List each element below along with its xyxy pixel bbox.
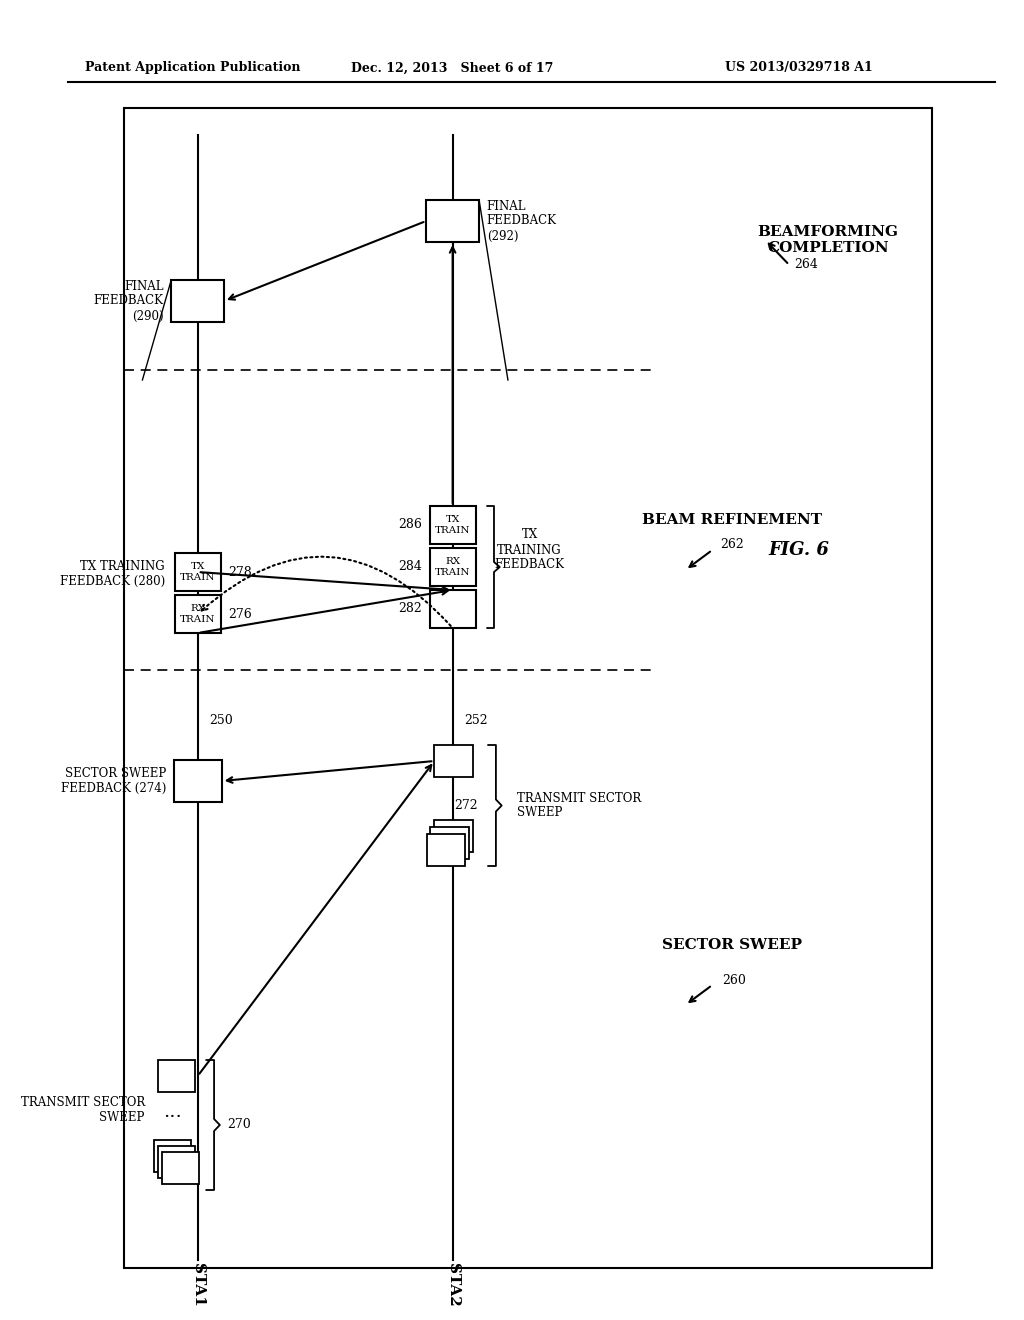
Bar [426,201,479,242]
Bar [175,595,221,634]
Text: 250: 250 [209,714,233,726]
Text: Patent Application Publication: Patent Application Publication [85,62,301,74]
Bar [174,760,222,803]
Bar [429,548,476,586]
Text: FINAL
FEEDBACK
(290): FINAL FEEDBACK (290) [93,280,164,322]
Text: STA1: STA1 [190,1263,205,1307]
Bar [159,1060,195,1092]
Text: 264: 264 [794,259,818,272]
Text: BEAMFORMING
COMPLETION: BEAMFORMING COMPLETION [758,224,898,255]
Text: FIG. 6: FIG. 6 [768,541,829,558]
Text: STA2: STA2 [445,1263,460,1307]
Text: TX TRAINING
FEEDBACK (280): TX TRAINING FEEDBACK (280) [59,560,165,587]
Text: 282: 282 [398,602,422,615]
Bar [162,1152,199,1184]
Bar [124,108,932,1269]
Text: SECTOR SWEEP
FEEDBACK (274): SECTOR SWEEP FEEDBACK (274) [60,767,166,795]
Text: TX
TRAIN: TX TRAIN [435,515,470,535]
Text: 260: 260 [722,974,745,986]
Text: SECTOR SWEEP: SECTOR SWEEP [662,939,802,952]
Bar [171,280,224,322]
Text: TX
TRAINING
FEEDBACK: TX TRAINING FEEDBACK [495,528,564,572]
Text: 278: 278 [228,565,252,578]
Text: RX
TRAIN: RX TRAIN [180,605,215,624]
Bar [159,1146,195,1177]
Bar [434,744,473,777]
Bar [429,590,476,628]
Bar [155,1140,191,1172]
Text: FINAL
FEEDBACK
(292): FINAL FEEDBACK (292) [486,199,557,243]
Bar [429,506,476,544]
Text: 284: 284 [398,561,422,573]
Text: TRANSMIT SECTOR
SWEEP: TRANSMIT SECTOR SWEEP [20,1096,144,1125]
Text: ...: ... [164,1104,182,1121]
Text: 272: 272 [455,799,478,812]
Text: Dec. 12, 2013   Sheet 6 of 17: Dec. 12, 2013 Sheet 6 of 17 [351,62,554,74]
Bar [434,820,473,851]
Text: 270: 270 [227,1118,251,1131]
Bar [430,828,469,859]
Bar [175,553,221,591]
Text: US 2013/0329718 A1: US 2013/0329718 A1 [725,62,872,74]
Text: TX
TRAIN: TX TRAIN [180,562,215,582]
Text: 276: 276 [228,607,252,620]
Text: TRANSMIT SECTOR
SWEEP: TRANSMIT SECTOR SWEEP [517,792,641,820]
Text: 252: 252 [464,714,487,726]
Text: 262: 262 [720,539,743,552]
Bar [427,834,465,866]
Text: BEAM REFINEMENT: BEAM REFINEMENT [642,513,821,527]
Text: RX
TRAIN: RX TRAIN [435,557,470,577]
Text: 286: 286 [398,519,422,532]
